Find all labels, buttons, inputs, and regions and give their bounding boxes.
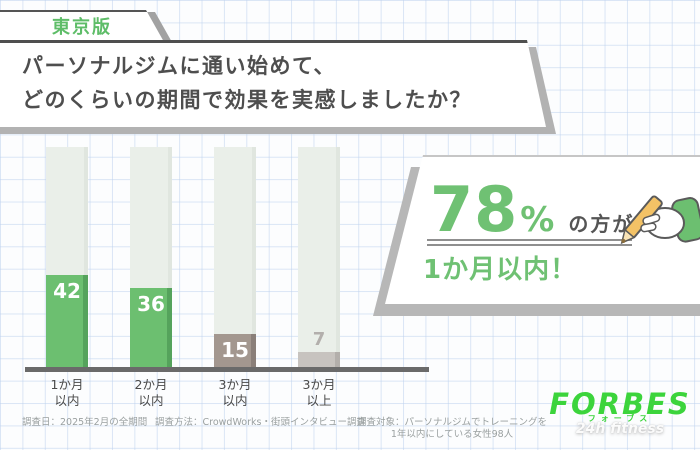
page-title-line2: どのくらいの期間で効果を実感しましたか？ <box>22 88 472 112</box>
edition-badge: 東京版 <box>0 10 164 42</box>
brand-logo-kana: フォーブス <box>587 414 653 423</box>
brand-logo-subtext: 24h fitness <box>575 421 665 437</box>
bar-category-label-2: 3か月 以内 <box>218 377 252 408</box>
page-title-line1: パーソナルジムに通い始めて、 <box>22 54 336 78</box>
brand-logo-text: FORBES <box>549 387 691 421</box>
chart-baseline <box>25 367 429 372</box>
chart-bar-3 <box>298 351 340 367</box>
bar-category-label-3: 3か月 以上 <box>302 377 336 408</box>
chart-bar-2 <box>214 334 256 367</box>
bar-value-label-1: 36 <box>137 291 165 316</box>
bar-category-label-0: 1か月 以内 <box>50 377 84 408</box>
edition-badge-label: 東京版 <box>52 17 112 38</box>
bar-track-2 <box>214 147 256 367</box>
brand-logo: FORBES フォーブス 24h fitness <box>545 387 695 438</box>
chart-bar-0 <box>46 274 88 367</box>
footnote-survey-target: 調査対象：パーソナルジムでトレーニングを 1年以内にしている女性98人 <box>357 417 548 440</box>
footnote-survey-method: 調査方法：CrowdWorks・街頭インタビュー調査 <box>155 417 366 428</box>
callout-percent-sign: % <box>520 200 555 240</box>
chart-bar-1 <box>130 287 172 367</box>
callout-percent-row: 78 % の方が <box>430 179 634 241</box>
hand-writing-pencil-icon <box>620 195 700 245</box>
callout-underline <box>427 239 632 246</box>
footnote-survey-date: 調査日：2025年2月の全期間 <box>22 417 148 428</box>
bar-category-label-1: 2か月 以内 <box>134 377 168 408</box>
callout-percent-suffix: の方が <box>568 212 635 236</box>
bar-track-3 <box>298 147 340 367</box>
bar-value-label-2: 15 <box>221 338 249 362</box>
callout-highlight-text: 1か月以内！ <box>423 255 578 285</box>
bar-value-label-3: 7 <box>312 328 326 350</box>
bar-value-label-0: 42 <box>53 278 81 303</box>
callout-percent-value: 78 <box>430 173 519 246</box>
title-banner <box>0 40 546 127</box>
